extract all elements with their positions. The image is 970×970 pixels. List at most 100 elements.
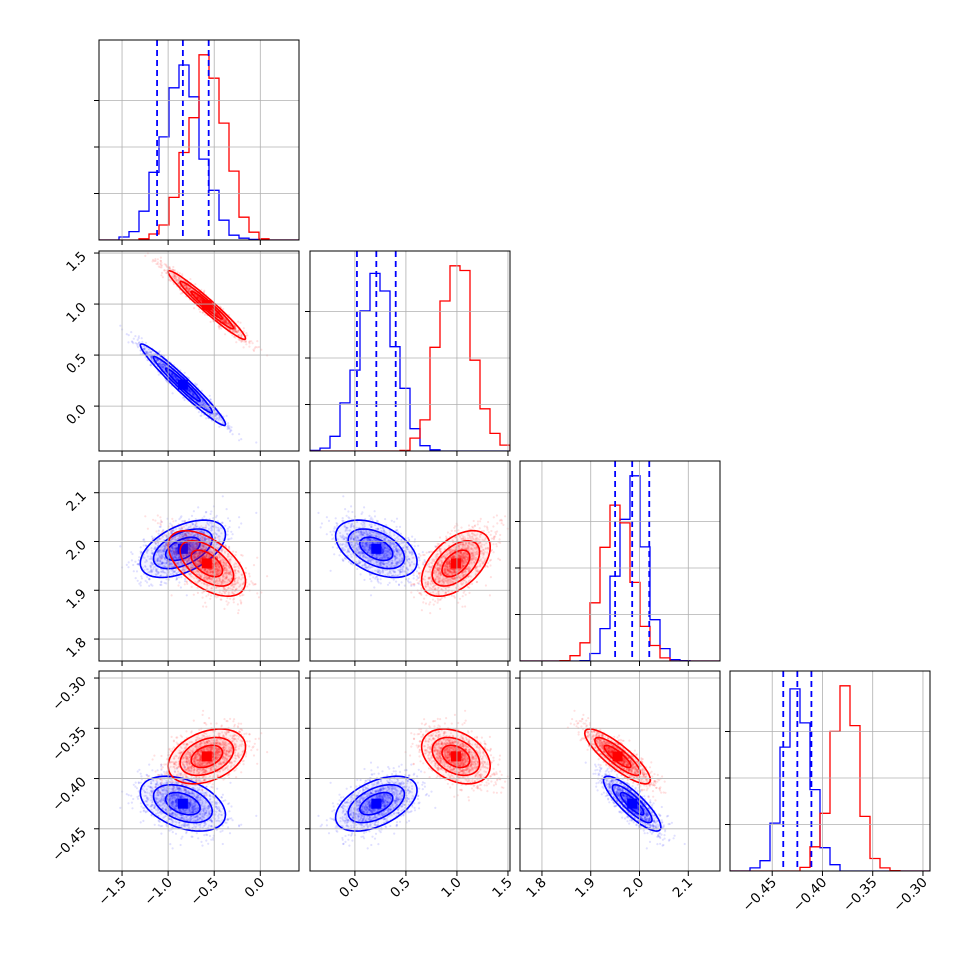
scatter-point — [187, 552, 190, 555]
scatter-point — [174, 273, 177, 277]
scatter-point — [223, 319, 226, 322]
scatter-point — [211, 309, 214, 312]
scatter-point — [186, 560, 189, 564]
scatter-point — [193, 395, 196, 398]
scatter-point — [159, 559, 162, 563]
scatter-point — [163, 544, 166, 548]
scatter-point — [240, 340, 243, 343]
scatter-point — [156, 557, 159, 560]
scatter-point — [217, 417, 220, 420]
scatter-point — [119, 324, 122, 327]
scatter-point — [232, 550, 235, 553]
scatter-point — [155, 262, 158, 265]
scatter-point — [205, 417, 208, 420]
panel-2-0 — [119, 495, 269, 615]
scatter-point — [146, 358, 149, 361]
scatter-point — [197, 297, 200, 300]
scatter-point — [233, 324, 236, 327]
scatter-point — [165, 578, 168, 581]
scatter-point — [189, 391, 193, 394]
scatter-point — [212, 525, 215, 528]
scatter-point — [189, 548, 192, 551]
scatter-point — [159, 516, 162, 519]
scatter-point — [177, 282, 180, 285]
scatter-point — [173, 276, 176, 279]
scatter-point — [192, 392, 195, 395]
scatter-point — [250, 340, 253, 343]
scatter-point — [156, 359, 159, 362]
scatter-point — [228, 427, 231, 430]
scatter-point — [146, 549, 149, 553]
scatter-point — [228, 322, 231, 325]
scatter-point — [168, 279, 171, 282]
scatter-point — [224, 318, 227, 321]
scatter-point — [205, 537, 208, 541]
scatter-point — [174, 556, 177, 559]
scatter-point — [192, 393, 195, 396]
scatter-point — [199, 530, 202, 533]
scatter-point — [226, 321, 230, 324]
scatter-point — [228, 538, 231, 541]
scatter-point — [169, 268, 172, 271]
scatter-point — [243, 340, 246, 343]
scatter-point — [151, 357, 154, 361]
scatter-point — [169, 550, 172, 553]
scatter-point — [196, 533, 199, 536]
scatter-point — [156, 568, 159, 571]
scatter-point — [187, 287, 191, 290]
scatter-point — [173, 569, 176, 573]
scatter-point — [188, 537, 191, 541]
scatter-point — [172, 269, 175, 272]
scatter-point — [205, 406, 208, 409]
scatter-point — [172, 570, 176, 574]
scatter-point — [206, 406, 209, 409]
scatter-point — [139, 581, 142, 584]
scatter-point — [160, 261, 163, 264]
scatter-point — [214, 312, 217, 315]
scatter-point — [186, 531, 189, 534]
scatter-point — [171, 374, 174, 377]
scatter-point — [173, 375, 176, 378]
scatter-point — [147, 347, 150, 350]
scatter-point — [165, 541, 168, 544]
scatter-point — [200, 547, 203, 550]
scatter-point — [190, 534, 193, 537]
scatter-point — [156, 258, 159, 261]
scatter-point — [149, 363, 152, 367]
scatter-point — [190, 390, 193, 393]
scatter-point — [186, 289, 189, 292]
scatter-point — [154, 573, 157, 576]
scatter-point — [209, 512, 212, 516]
scatter-point — [255, 511, 258, 514]
scatter-point — [214, 413, 217, 416]
scatter-point — [177, 278, 180, 281]
scatter-point — [203, 544, 206, 547]
scatter-point — [222, 317, 226, 320]
scatter-point — [198, 533, 202, 537]
scatter-point — [199, 552, 202, 555]
scatter-point — [174, 571, 177, 574]
scatter-point — [240, 335, 243, 338]
scatter-point — [139, 550, 142, 553]
scatter-point — [171, 392, 174, 395]
scatter-point — [192, 392, 195, 395]
scatter-point — [176, 278, 179, 282]
scatter-point — [179, 278, 182, 281]
scatter-point — [234, 329, 237, 332]
scatter-point — [233, 327, 237, 330]
scatter-point — [161, 363, 164, 366]
scatter-point — [149, 566, 152, 569]
scatter-point — [173, 552, 176, 556]
scatter-point — [141, 340, 144, 343]
scatter-point — [185, 286, 188, 289]
scatter-point — [159, 363, 162, 366]
scatter-point — [162, 550, 165, 553]
scatter-point — [198, 308, 201, 311]
scatter-point — [127, 334, 130, 337]
scatter-point — [184, 532, 187, 535]
scatter-point — [187, 290, 191, 293]
scatter-point — [194, 557, 197, 560]
scatter-point — [192, 393, 195, 397]
scatter-point — [237, 338, 240, 341]
